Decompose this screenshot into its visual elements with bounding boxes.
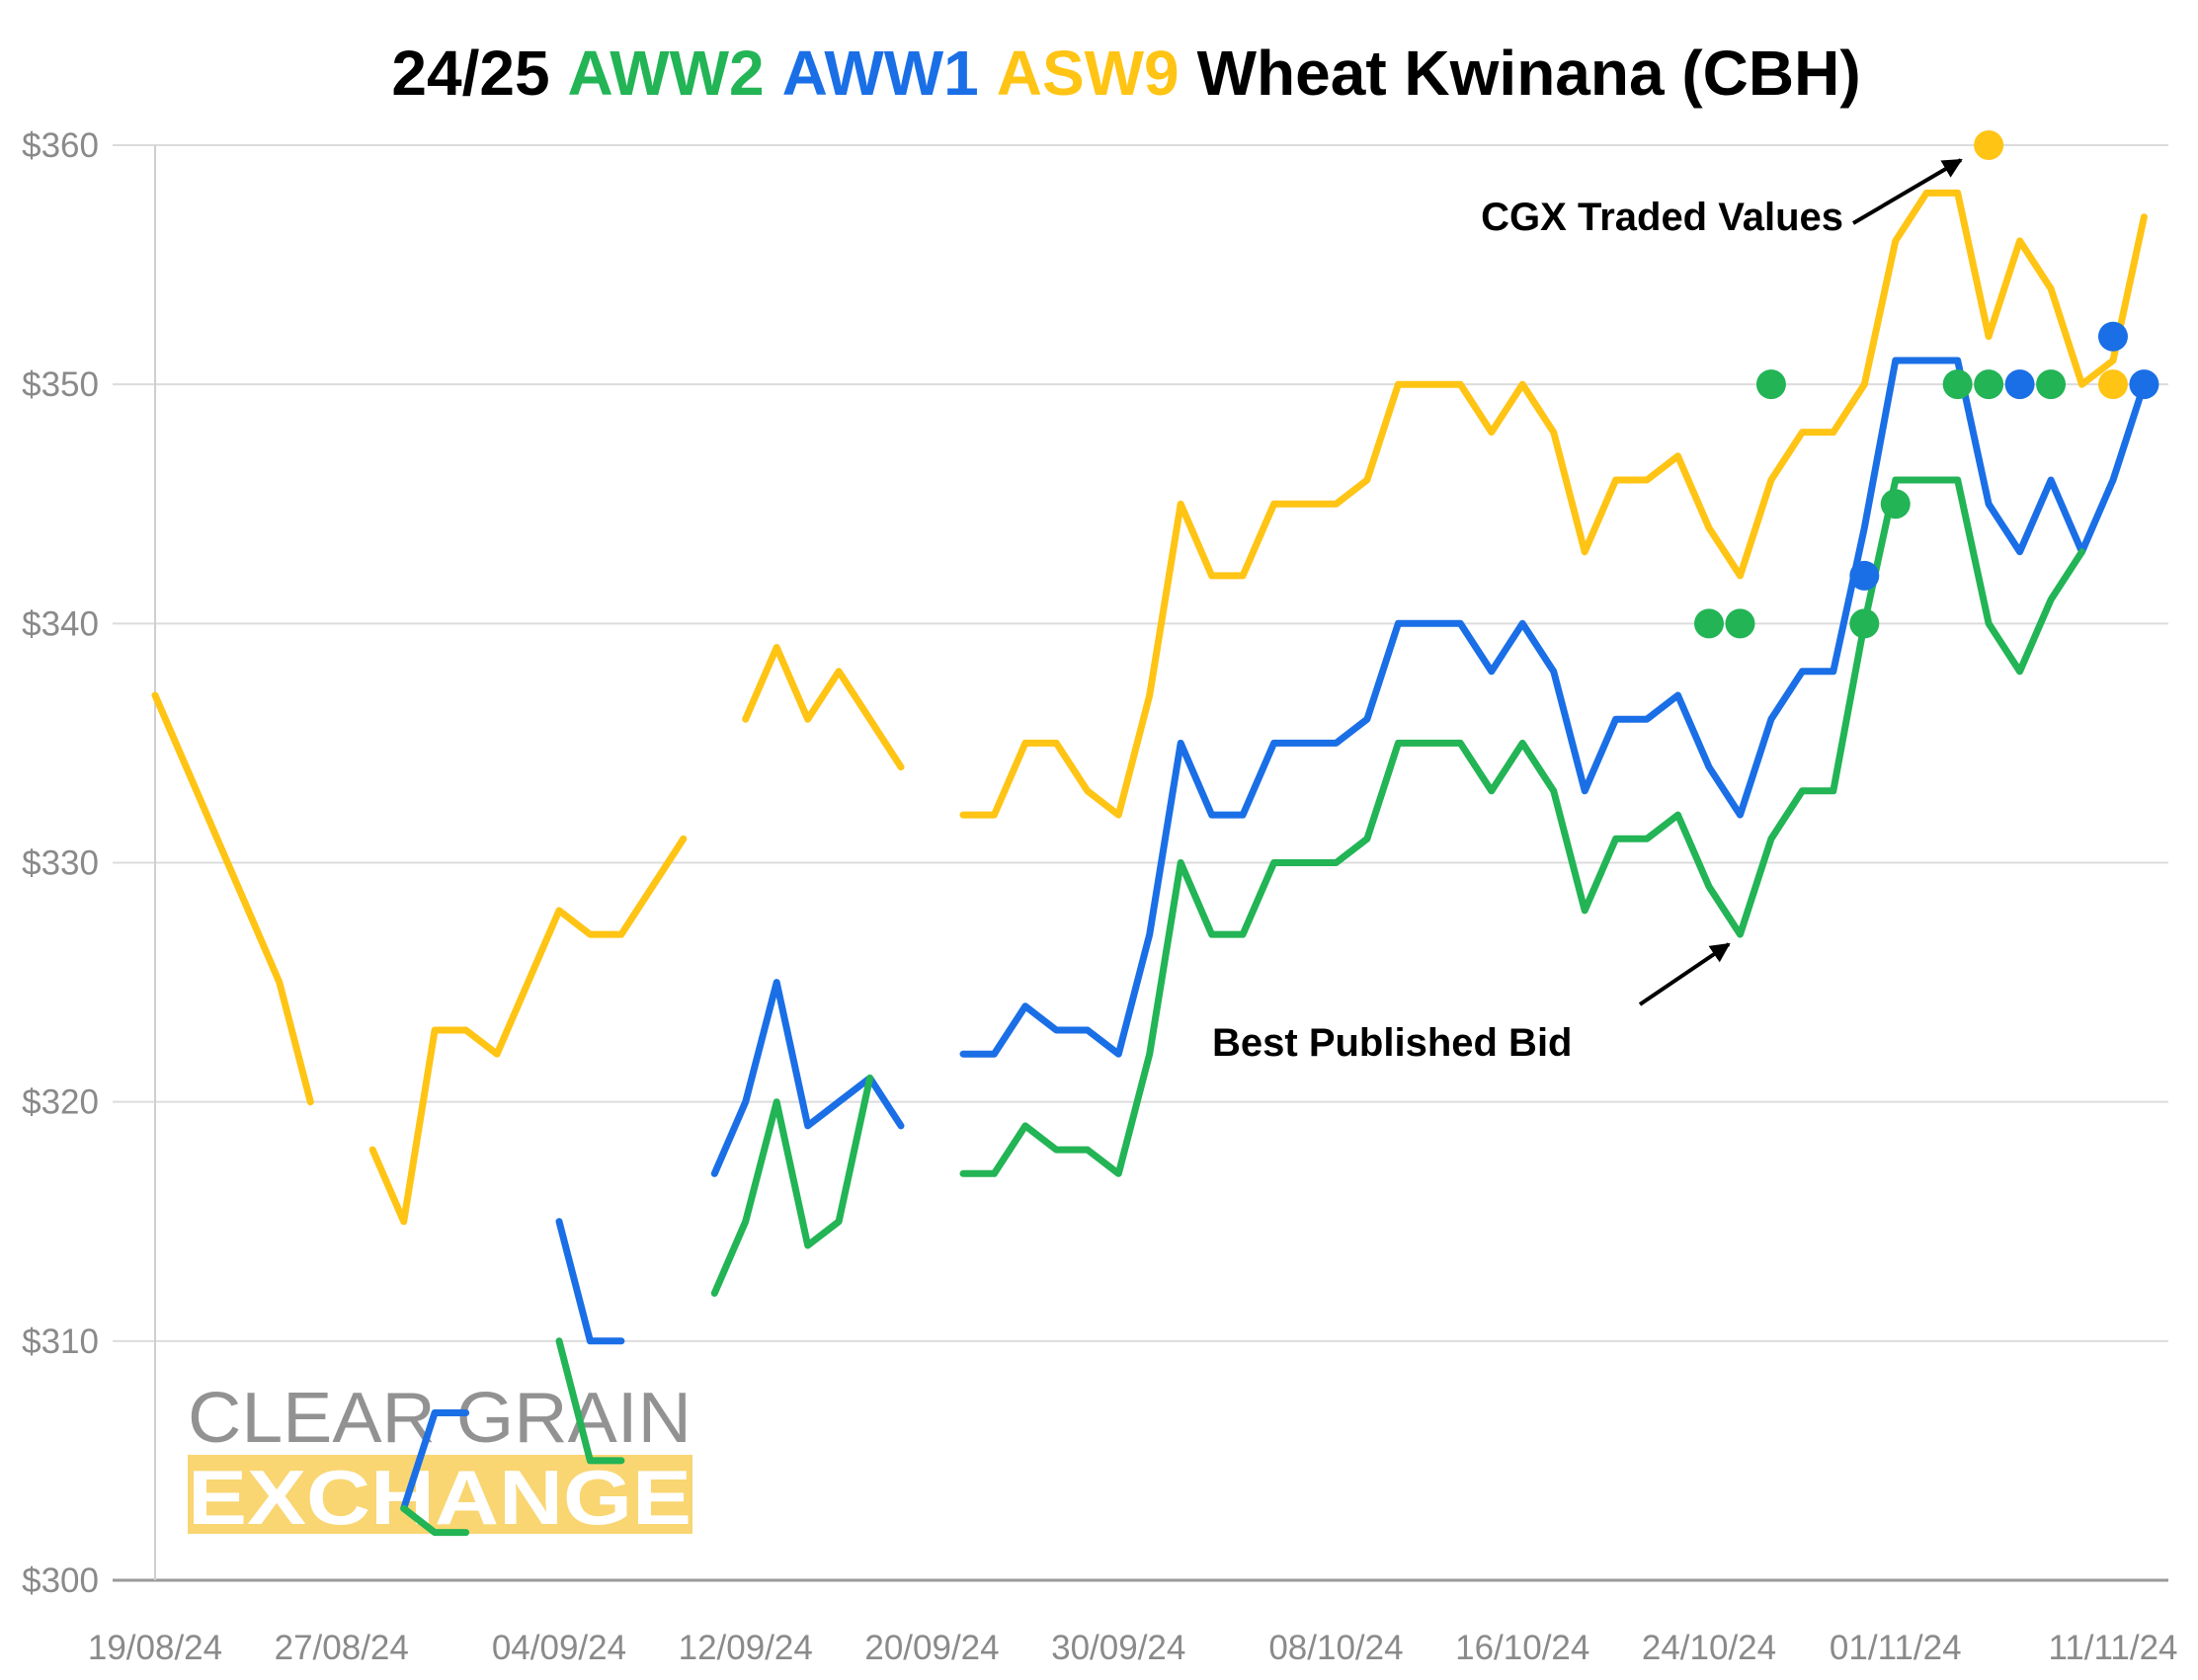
watermark: CLEAR GRAIN EXCHANGE [188,1379,692,1541]
x-tick-label: 04/09/24 [492,1629,626,1667]
traded-point [1755,369,1786,400]
x-tick-label: 16/10/24 [1455,1629,1589,1667]
annotation: CGX Traded Values [1481,196,1843,239]
title-text: Wheat Kwinana (CBH) [1197,38,1861,109]
annotation-arrow [1851,158,1963,225]
y-tick-label: $340 [22,604,99,643]
traded-point [1974,369,2004,400]
y-tick-label: $320 [22,1083,99,1122]
traded-point [1849,560,1880,591]
series-line [400,1409,470,1512]
watermark-text: CLEAR GRAIN [188,1379,692,1458]
x-tick-label: 20/09/24 [864,1629,999,1667]
series-line [368,835,688,1226]
chart-title: 24/25 AWW2 AWW1 ASW9 Wheat Kwinana (CBH) [391,38,1860,109]
traded-point [2097,321,2128,352]
title-text: 24/25 [391,38,549,109]
annotation: Best Published Bid [1212,1021,1573,1065]
title-series-name: ASW9 [997,38,1180,109]
y-tick-label: $310 [22,1322,99,1361]
y-tick-label: $350 [22,365,99,404]
x-tick-label: 30/09/24 [1051,1629,1185,1667]
series-line [555,1218,625,1345]
y-tick-label: $330 [22,844,99,883]
watermark-band [188,1455,692,1534]
watermark-text: EXCHANGE [188,1454,692,1541]
series-line [151,691,314,1106]
traded-point [1849,608,1880,639]
grid: $300 $310 $320 $330 $340 $350 $360 19/08/24 27/0… [22,126,2177,1667]
annotation-arrow [1638,942,1731,1006]
traded-point [1725,608,1755,639]
traded-point [1974,130,2004,160]
title-series-name: AWW2 [568,38,765,109]
x-tick-label: 12/09/24 [679,1629,813,1667]
traded-point [2129,369,2159,400]
x-tick-label: 01/11/24 [1830,1629,1962,1667]
series-line [959,357,2148,1058]
series-line [710,1075,874,1297]
series-line [742,644,905,771]
x-tick-label: 27/08/24 [275,1629,409,1667]
y-tick-label: $300 [22,1561,99,1600]
traded-point [2097,369,2128,400]
traded-point [1880,489,1911,520]
y-tick-label: $360 [22,126,99,165]
traded-point [2036,369,2067,400]
traded-point [1942,369,1973,400]
series-line [959,476,2085,1177]
x-tick-label: 08/10/24 [1268,1629,1403,1667]
plot-area [151,130,2159,1537]
x-tick-label: 11/11/24 [2048,1629,2177,1667]
x-tick-label: 24/10/24 [1642,1629,1776,1667]
traded-point [2004,369,2035,400]
series-line [959,189,2148,819]
series-line [400,1504,470,1537]
x-tick-label: 19/08/24 [88,1629,222,1667]
series-line [555,1337,625,1465]
traded-point [1694,608,1724,639]
title-series-name: AWW1 [782,38,979,109]
